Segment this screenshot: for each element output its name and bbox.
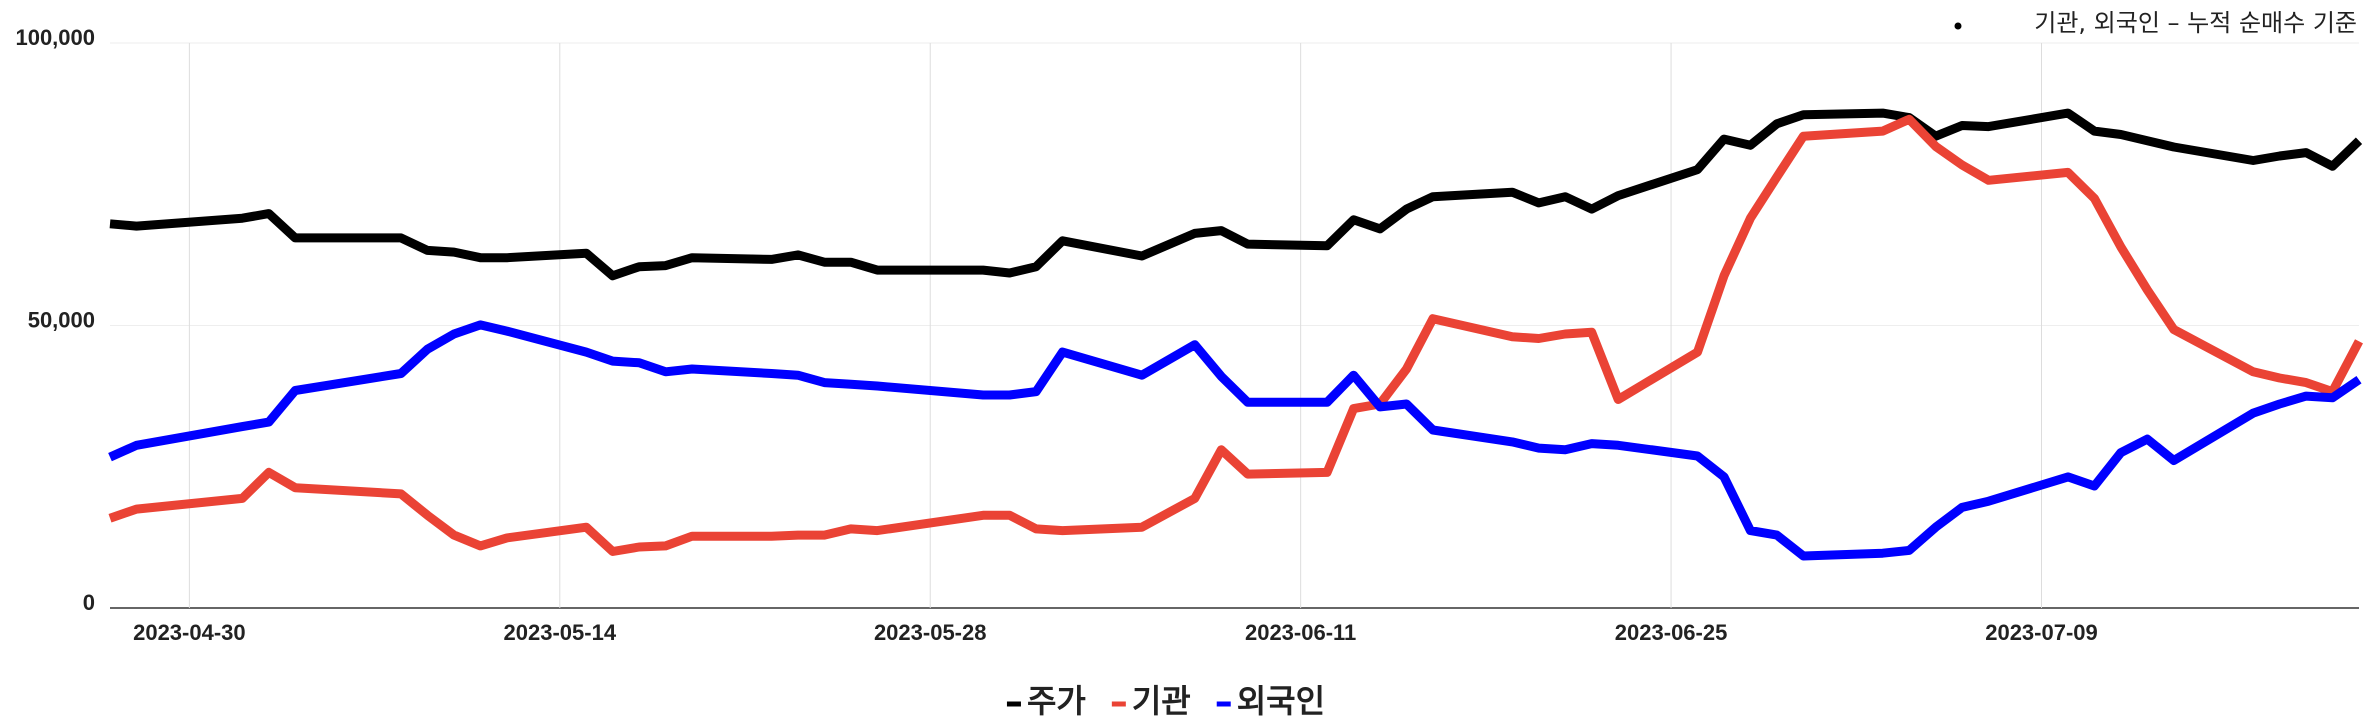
y-tick-label: 0 <box>83 590 95 615</box>
annotation: 기관, 외국인 – 누적 순매수 기준 <box>2034 9 2357 37</box>
legend-label: 외국인 <box>1237 682 1325 720</box>
x-tick-label: 2023-07-09 <box>1985 620 2098 645</box>
annotation-bullet <box>1954 22 1962 30</box>
x-tick-label: 2023-06-25 <box>1615 620 1728 645</box>
series-line <box>109 108 2363 281</box>
legend-label: 기관 <box>1132 682 1191 720</box>
legend-label: 주가 <box>1027 682 1086 720</box>
x-tick-label: 2023-05-14 <box>504 620 617 645</box>
x-tick-label: 2023-04-30 <box>133 620 246 645</box>
y-tick-label: 50,000 <box>28 307 95 332</box>
x-tick-label: 2023-05-28 <box>874 620 987 645</box>
x-tick-label: 2023-06-11 <box>1245 620 1356 645</box>
series-line <box>108 320 2362 561</box>
series-line <box>108 114 2363 556</box>
legend: 주가 기관 외국인 <box>1006 682 1325 720</box>
y-tick-label: 100,000 <box>15 25 95 50</box>
